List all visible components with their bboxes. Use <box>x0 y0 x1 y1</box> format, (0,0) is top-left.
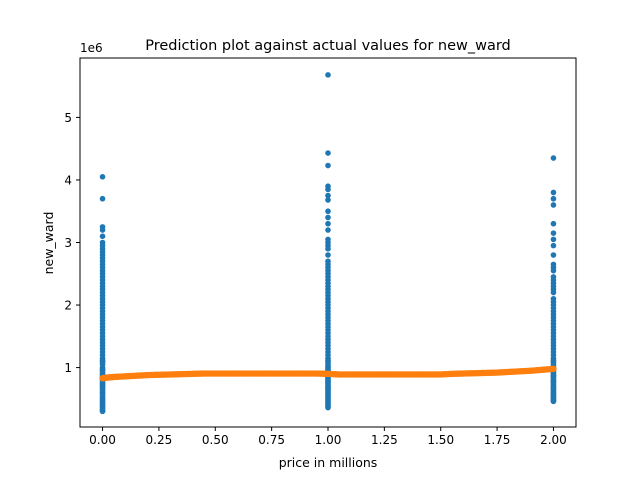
y-axis: 1 2 3 4 5 <box>64 111 80 375</box>
actual-point <box>325 150 331 156</box>
actual-point <box>550 195 557 202</box>
actual-point <box>325 72 331 78</box>
x-tick-label: 1.00 <box>315 433 342 447</box>
actual-point <box>325 385 331 392</box>
predicted-point <box>550 365 557 373</box>
actual-point <box>325 245 331 252</box>
actual-point <box>550 385 557 392</box>
x-tick-label: 1.50 <box>427 433 454 447</box>
actual-point <box>99 227 106 233</box>
y-axis-label: new_ward <box>41 212 56 275</box>
actual-point <box>550 289 557 296</box>
series-actual <box>99 72 557 415</box>
actual-point <box>550 220 557 227</box>
x-tick-label: 0.75 <box>258 433 285 447</box>
actual-point <box>550 252 557 258</box>
actual-point <box>550 202 557 208</box>
actual-point <box>325 214 331 221</box>
actual-point <box>550 236 557 243</box>
actual-point <box>325 186 331 193</box>
actual-point <box>325 197 331 203</box>
actual-point <box>325 192 331 199</box>
plot-frame <box>79 57 577 428</box>
actual-point <box>325 162 331 169</box>
actual-point <box>550 242 557 249</box>
x-axis-label: price in millions <box>279 455 378 470</box>
actual-point <box>99 381 106 387</box>
y-tick-label: 1 <box>64 361 72 375</box>
actual-point <box>550 267 557 274</box>
actual-point <box>550 230 557 236</box>
actual-point <box>99 359 106 366</box>
x-tick-label: 1.25 <box>371 433 398 447</box>
x-tick-label: 1.75 <box>484 433 511 447</box>
series-predicted <box>99 365 557 382</box>
x-tick-label: 0.50 <box>202 433 229 447</box>
actual-point <box>325 359 331 366</box>
y-offset-label: 1e6 <box>80 41 103 55</box>
actual-point <box>99 233 106 240</box>
chart-title: Prediction plot against actual values fo… <box>145 38 511 54</box>
y-tick-label: 2 <box>64 299 72 313</box>
actual-point <box>550 395 557 402</box>
actual-point <box>99 195 106 202</box>
y-tick-label: 5 <box>64 111 72 125</box>
actual-point <box>550 155 557 161</box>
actual-point <box>325 252 331 258</box>
x-tick-label: 0.25 <box>146 433 173 447</box>
actual-point <box>325 227 331 233</box>
actual-point <box>325 379 331 385</box>
actual-point <box>325 404 331 411</box>
x-axis: 0.00 0.25 0.50 0.75 1.00 1.25 1.50 1.75 2.00 <box>89 427 567 447</box>
actual-point <box>550 189 557 196</box>
actual-point <box>99 408 106 415</box>
actual-point <box>99 174 106 180</box>
actual-point <box>325 220 331 227</box>
actual-point <box>99 367 106 373</box>
x-tick-label: 2.00 <box>540 433 567 447</box>
actual-point <box>550 372 557 379</box>
x-tick-label: 0.00 <box>89 433 116 447</box>
actual-point <box>325 208 331 215</box>
plot-area <box>99 72 557 415</box>
y-tick-label: 4 <box>64 173 72 187</box>
actual-point <box>550 379 557 385</box>
actual-point <box>99 386 106 392</box>
actual-point <box>550 359 557 366</box>
y-tick-label: 3 <box>64 236 72 250</box>
